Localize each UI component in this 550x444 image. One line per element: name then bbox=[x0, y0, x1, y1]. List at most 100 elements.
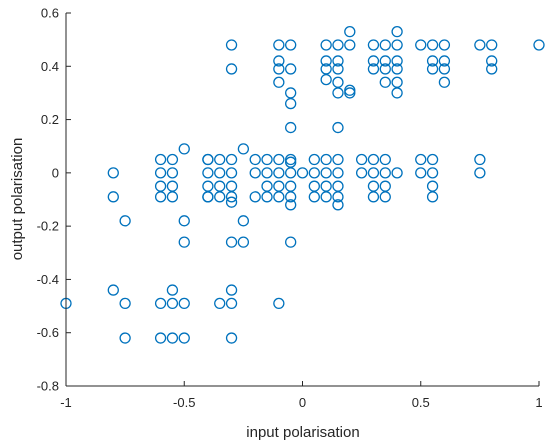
data-point bbox=[391, 25, 403, 38]
data-point bbox=[273, 191, 285, 203]
data-point bbox=[225, 167, 238, 179]
data-point bbox=[166, 297, 179, 310]
data-point bbox=[367, 153, 380, 166]
data-point bbox=[379, 76, 391, 88]
x-tick-label: 0.5 bbox=[412, 395, 430, 410]
data-point bbox=[261, 153, 273, 166]
data-point bbox=[119, 332, 131, 344]
data-point bbox=[178, 215, 190, 227]
y-tick-label: -0.6 bbox=[37, 325, 59, 340]
data-point bbox=[285, 63, 297, 75]
data-point bbox=[332, 180, 344, 192]
data-point bbox=[166, 332, 179, 344]
data-point bbox=[320, 167, 332, 179]
data-point bbox=[178, 297, 190, 310]
data-point bbox=[214, 167, 226, 179]
data-point bbox=[273, 55, 285, 67]
data-point bbox=[237, 215, 250, 227]
data-point bbox=[214, 153, 226, 166]
data-point bbox=[166, 153, 179, 166]
data-point bbox=[474, 39, 486, 51]
data-point bbox=[285, 39, 297, 51]
x-tick-label: -0.5 bbox=[173, 395, 195, 410]
data-point bbox=[285, 97, 297, 110]
data-point bbox=[308, 180, 320, 192]
data-point bbox=[154, 332, 167, 344]
data-point bbox=[273, 297, 285, 310]
y-tick-label: 0.6 bbox=[41, 6, 59, 21]
data-point bbox=[261, 167, 273, 179]
data-point bbox=[355, 167, 368, 179]
data-point bbox=[273, 63, 285, 75]
data-point bbox=[178, 332, 190, 344]
data-point bbox=[308, 167, 320, 179]
data-point bbox=[178, 236, 190, 248]
data-point bbox=[332, 55, 344, 67]
data-point bbox=[261, 180, 273, 192]
data-point bbox=[225, 191, 238, 203]
data-point bbox=[379, 63, 391, 75]
data-point bbox=[426, 63, 439, 75]
data-point bbox=[154, 191, 167, 203]
data-point bbox=[296, 167, 309, 179]
data-point bbox=[285, 199, 297, 211]
data-point bbox=[474, 153, 486, 166]
data-point bbox=[107, 284, 119, 296]
data-point bbox=[415, 153, 427, 166]
data-point bbox=[320, 73, 332, 86]
data-point bbox=[285, 191, 297, 203]
data-point bbox=[202, 153, 214, 166]
data-point bbox=[249, 191, 261, 203]
x-tick-label: 0 bbox=[299, 395, 306, 410]
data-point bbox=[367, 191, 380, 203]
data-point bbox=[438, 55, 451, 67]
y-tick-label: -0.2 bbox=[37, 219, 59, 234]
data-point bbox=[426, 191, 439, 203]
data-point bbox=[415, 39, 427, 51]
data-point bbox=[379, 153, 391, 166]
data-point bbox=[367, 167, 380, 179]
data-point bbox=[225, 236, 238, 248]
data-point bbox=[154, 153, 167, 166]
data-point bbox=[486, 63, 498, 75]
data-point bbox=[308, 191, 320, 203]
data-point bbox=[285, 236, 297, 248]
data-point bbox=[273, 153, 285, 166]
data-point bbox=[273, 39, 285, 51]
data-point bbox=[379, 39, 391, 51]
data-point bbox=[486, 55, 498, 67]
data-point bbox=[285, 156, 297, 168]
data-point bbox=[367, 180, 380, 192]
data-point bbox=[320, 55, 332, 67]
data-point bbox=[332, 199, 344, 211]
y-tick-label: 0.2 bbox=[41, 112, 59, 127]
data-point bbox=[367, 55, 380, 67]
data-point bbox=[320, 180, 332, 192]
data-point bbox=[379, 167, 391, 179]
data-point bbox=[438, 39, 451, 51]
data-point bbox=[285, 167, 297, 179]
data-point bbox=[214, 297, 226, 310]
data-point bbox=[214, 180, 226, 192]
data-point bbox=[178, 143, 190, 155]
data-point bbox=[332, 167, 344, 179]
data-point bbox=[285, 180, 297, 192]
data-point bbox=[391, 63, 403, 75]
data-point bbox=[344, 84, 356, 96]
data-point bbox=[391, 87, 403, 99]
data-point bbox=[166, 167, 179, 179]
data-point bbox=[214, 191, 226, 203]
data-point bbox=[273, 76, 285, 88]
data-point bbox=[474, 167, 486, 179]
data-point bbox=[225, 284, 238, 296]
data-point bbox=[166, 284, 179, 296]
data-point bbox=[166, 180, 179, 192]
data-point bbox=[355, 153, 368, 166]
data-point bbox=[320, 191, 332, 203]
data-point bbox=[344, 25, 356, 38]
data-point bbox=[438, 63, 451, 75]
data-point bbox=[154, 297, 167, 310]
data-point bbox=[249, 167, 261, 179]
x-tick-label: -1 bbox=[60, 395, 72, 410]
data-point bbox=[320, 63, 332, 75]
